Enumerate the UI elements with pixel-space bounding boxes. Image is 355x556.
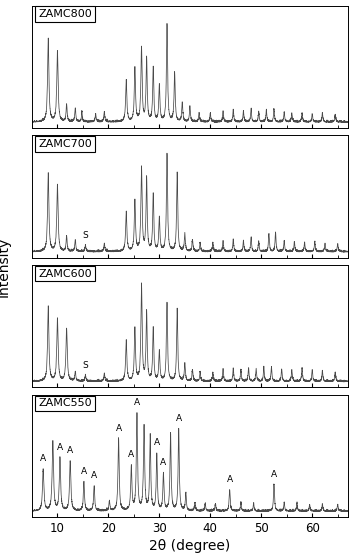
Text: A: A	[128, 450, 135, 459]
Text: A: A	[271, 470, 277, 479]
Text: A: A	[176, 414, 182, 423]
Text: ZAMC800: ZAMC800	[38, 9, 92, 19]
Text: A: A	[115, 424, 122, 433]
Text: A: A	[154, 439, 160, 448]
Text: S: S	[83, 231, 88, 240]
Text: ZAMC700: ZAMC700	[38, 139, 92, 149]
Text: A: A	[40, 454, 46, 463]
Text: S: S	[83, 361, 88, 370]
Text: A: A	[134, 398, 140, 407]
Text: A: A	[160, 458, 166, 466]
X-axis label: 2θ (degree): 2θ (degree)	[149, 539, 230, 553]
Text: ZAMC550: ZAMC550	[38, 399, 92, 408]
Text: A: A	[57, 443, 63, 451]
Text: A: A	[81, 467, 87, 476]
Text: A: A	[67, 446, 73, 455]
Text: ZAMC600: ZAMC600	[38, 269, 92, 279]
Text: A: A	[226, 475, 233, 484]
Text: A: A	[91, 471, 97, 480]
Text: Intensity: Intensity	[0, 237, 11, 297]
